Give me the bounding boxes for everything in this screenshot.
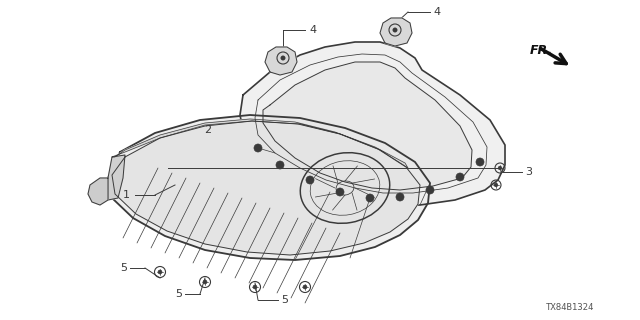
Text: 1: 1 xyxy=(123,190,130,200)
Text: 5: 5 xyxy=(281,295,288,305)
Polygon shape xyxy=(108,115,430,260)
Circle shape xyxy=(396,193,404,201)
Polygon shape xyxy=(240,42,505,205)
Circle shape xyxy=(366,194,374,202)
Text: 4: 4 xyxy=(309,25,316,35)
Circle shape xyxy=(499,166,502,170)
Circle shape xyxy=(306,176,314,184)
Polygon shape xyxy=(88,178,108,205)
Polygon shape xyxy=(108,155,125,200)
Text: 5: 5 xyxy=(175,289,182,299)
Polygon shape xyxy=(265,47,297,75)
Circle shape xyxy=(426,186,434,194)
Circle shape xyxy=(281,56,285,60)
Circle shape xyxy=(203,280,207,284)
Text: TX84B1324: TX84B1324 xyxy=(546,303,594,313)
Polygon shape xyxy=(112,121,420,255)
Text: 4: 4 xyxy=(433,7,440,17)
Circle shape xyxy=(158,270,162,274)
Polygon shape xyxy=(380,18,412,46)
Polygon shape xyxy=(112,119,408,168)
Circle shape xyxy=(494,183,498,187)
Circle shape xyxy=(253,285,257,289)
Circle shape xyxy=(336,188,344,196)
Text: 2: 2 xyxy=(204,125,211,135)
Circle shape xyxy=(393,28,397,32)
Text: 3: 3 xyxy=(525,167,532,177)
Circle shape xyxy=(276,161,284,169)
Circle shape xyxy=(254,144,262,152)
Polygon shape xyxy=(263,62,472,190)
Text: 5: 5 xyxy=(120,263,127,273)
Circle shape xyxy=(476,158,484,166)
Circle shape xyxy=(456,173,464,181)
Circle shape xyxy=(303,285,307,289)
Text: FR.: FR. xyxy=(530,44,553,57)
